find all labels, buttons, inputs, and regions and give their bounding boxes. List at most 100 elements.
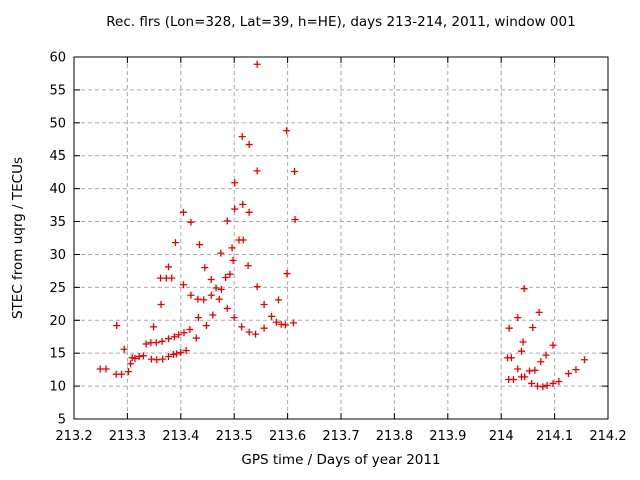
x-tick-label: 214.2	[589, 429, 626, 444]
data-point-marker	[239, 236, 247, 244]
data-point-marker	[537, 358, 545, 366]
data-point-marker	[177, 349, 185, 357]
x-tick-label: 213.7	[322, 429, 359, 444]
data-point-marker	[260, 324, 268, 332]
data-point-marker	[564, 370, 572, 378]
data-point-marker	[535, 308, 543, 316]
data-point-marker	[120, 345, 128, 353]
data-point-marker	[253, 60, 261, 68]
data-point-marker	[142, 340, 150, 348]
tick-layer	[73, 56, 609, 420]
data-point-marker	[531, 366, 539, 374]
data-point-marker	[230, 314, 238, 322]
y-tick-label: 55	[49, 83, 66, 98]
data-point-marker	[165, 335, 173, 343]
data-point-marker	[212, 284, 220, 292]
data-point-marker	[245, 141, 253, 149]
data-point-marker	[192, 334, 200, 342]
plot-frame	[73, 56, 609, 420]
data-point-marker	[239, 200, 247, 208]
data-point-marker	[179, 208, 187, 216]
data-point-marker	[194, 295, 202, 303]
data-point-marker	[226, 270, 234, 278]
data-point-marker	[542, 351, 550, 359]
data-point-marker	[201, 264, 209, 272]
data-point-marker	[165, 352, 173, 360]
data-point-marker	[124, 368, 132, 376]
data-point-marker	[528, 379, 536, 387]
data-point-marker	[505, 324, 513, 332]
data-point-marker	[514, 314, 522, 322]
data-point-marker	[173, 350, 181, 358]
y-tick-label: 25	[49, 281, 66, 296]
y-tick-label: 5	[58, 413, 66, 428]
data-point-marker	[169, 350, 177, 358]
y-tick-label: 20	[49, 314, 66, 329]
data-point-marker	[131, 354, 139, 362]
tick-label-layer: 213.2 213.3 213.4 213.5 213.6 213.7 213.8 213.9…	[49, 51, 626, 445]
data-point-marker	[182, 347, 190, 355]
data-point-marker	[153, 356, 161, 364]
data-point-marker	[507, 354, 515, 362]
x-tick-label: 213.5	[216, 429, 253, 444]
data-point-marker	[158, 337, 166, 345]
data-point-marker	[291, 168, 299, 176]
grid-layer	[73, 56, 609, 420]
y-tick-label: 60	[49, 51, 66, 66]
data-point-marker	[170, 333, 178, 341]
data-point-marker	[549, 379, 557, 387]
data-point-marker	[275, 296, 283, 304]
data-point-marker	[238, 323, 246, 331]
data-point-marker	[519, 338, 527, 346]
data-point-marker	[521, 373, 529, 381]
x-tick-label: 214.1	[536, 429, 573, 444]
data-point-marker	[549, 341, 557, 349]
data-point-marker	[186, 325, 194, 333]
data-point-marker	[581, 356, 589, 364]
x-tick-label: 213.3	[109, 429, 146, 444]
x-tick-label: 213.9	[429, 429, 466, 444]
data-point-marker	[180, 329, 188, 337]
x-tick-label: 213.6	[269, 429, 306, 444]
data-point-marker	[150, 323, 158, 331]
data-point-marker	[175, 331, 183, 339]
data-point-marker	[157, 274, 165, 282]
data-point-marker	[289, 319, 297, 327]
x-axis-title: GPS time / Days of year 2011	[241, 452, 441, 468]
data-point-marker	[283, 270, 291, 278]
data-point-marker	[277, 320, 285, 328]
data-point-marker	[539, 383, 547, 391]
data-point-marker	[152, 339, 160, 347]
data-point-marker	[157, 300, 165, 308]
data-point-marker	[165, 263, 173, 271]
data-point-marker	[526, 367, 534, 375]
data-point-marker	[135, 352, 143, 360]
y-tick-label: 10	[49, 380, 66, 395]
data-point-marker	[520, 285, 528, 293]
data-point-marker	[96, 365, 104, 373]
data-point-marker	[209, 311, 217, 319]
data-point-marker	[231, 205, 239, 213]
data-point-marker	[187, 291, 195, 299]
data-point-marker	[572, 366, 580, 374]
x-tick-label: 213.4	[162, 429, 199, 444]
data-point-marker	[217, 249, 225, 257]
data-point-marker	[534, 382, 542, 390]
data-point-marker	[207, 275, 215, 283]
data-point-marker	[202, 322, 210, 330]
data-point-marker	[168, 274, 176, 282]
data-point-marker	[253, 167, 261, 175]
data-point-marker	[200, 296, 208, 304]
data-point-marker	[283, 127, 291, 135]
data-point-marker	[268, 312, 276, 320]
x-tick-label: 213.8	[376, 429, 413, 444]
data-point-marker	[127, 360, 135, 368]
data-point-marker	[147, 355, 155, 363]
data-point-marker	[228, 244, 236, 252]
data-point-marker	[179, 281, 187, 289]
data-point-marker	[260, 300, 268, 308]
y-tick-label: 30	[49, 248, 66, 263]
y-tick-label: 15	[49, 347, 66, 362]
data-point-marker	[113, 322, 121, 330]
